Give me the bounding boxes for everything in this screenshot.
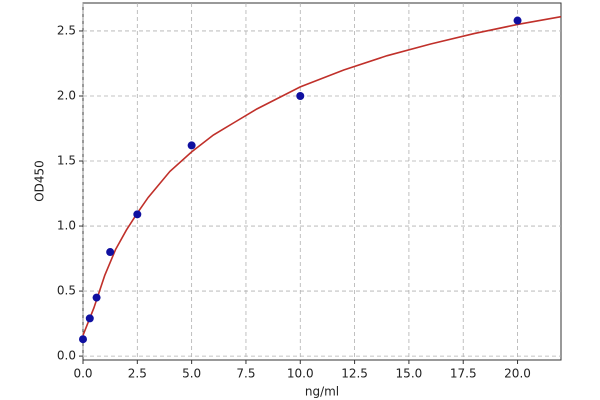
x-tick-label: 10.0 bbox=[287, 367, 314, 381]
plot-frame bbox=[82, 2, 562, 361]
x-tick-label: 0.0 bbox=[73, 367, 92, 381]
x-tick-label: 7.5 bbox=[236, 367, 255, 381]
y-tick-label: 2.5 bbox=[57, 23, 76, 37]
data-point bbox=[79, 335, 87, 344]
x-tick-label: 15.0 bbox=[396, 367, 423, 381]
x-tick-label: 12.5 bbox=[341, 367, 368, 381]
y-axis-label: OD450 bbox=[33, 160, 47, 202]
x-tick-label: 2.5 bbox=[128, 367, 147, 381]
y-tick-label: 1.0 bbox=[57, 219, 76, 233]
data-point bbox=[187, 141, 196, 150]
x-tick-label: 17.5 bbox=[450, 367, 477, 381]
y-tick-label: 2.0 bbox=[57, 88, 76, 102]
data-point bbox=[513, 16, 522, 25]
data-point bbox=[133, 210, 142, 219]
y-tick-label: 0.5 bbox=[57, 284, 76, 298]
data-point bbox=[92, 293, 101, 302]
fit-curve bbox=[82, 15, 562, 336]
x-axis-label: ng/ml bbox=[305, 385, 339, 399]
x-tick-label: 20.0 bbox=[504, 367, 531, 381]
x-tick-label: 5.0 bbox=[182, 367, 201, 381]
data-point bbox=[106, 248, 115, 257]
y-tick-label: 1.5 bbox=[57, 154, 76, 168]
data-point bbox=[296, 91, 305, 100]
y-tick-label: 0.0 bbox=[57, 349, 76, 363]
data-point bbox=[85, 314, 94, 323]
